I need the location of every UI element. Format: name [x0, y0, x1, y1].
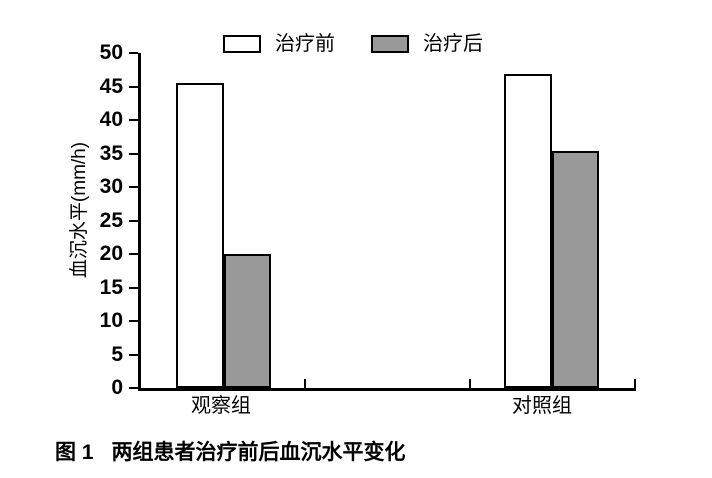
- y-axis-tick: [129, 387, 138, 389]
- y-axis-tick: [129, 320, 138, 322]
- legend-swatch: [371, 35, 409, 53]
- y-axis-tick-label: 20: [99, 242, 123, 265]
- figure-caption: 图 1 两组患者治疗前后血沉水平变化: [55, 439, 406, 467]
- x-axis-tick: [304, 379, 306, 388]
- y-axis-tick: [129, 186, 138, 188]
- legend-item: 治疗后: [371, 33, 483, 55]
- y-axis-tick-label: 0: [111, 376, 123, 399]
- caption-label: 图 1: [55, 441, 94, 464]
- legend: 治疗前 治疗后: [223, 33, 483, 55]
- y-axis-tick: [129, 85, 138, 88]
- legend-swatch: [223, 35, 261, 53]
- x-axis-tick: [469, 379, 471, 388]
- y-axis-tick: [129, 286, 138, 289]
- x-category-label: 观察组: [191, 395, 251, 417]
- y-axis-tick: [129, 219, 138, 222]
- y-axis-tick-label: 25: [99, 208, 123, 232]
- legend-label: 治疗后: [423, 33, 483, 55]
- y-axis-tick-label: 40: [99, 108, 123, 131]
- y-axis-tick: [129, 152, 138, 155]
- x-category-label: 对照组: [512, 395, 572, 417]
- y-axis-tick: [129, 253, 138, 255]
- y-axis-tick-label: 50: [99, 41, 123, 64]
- y-axis-tick-label: 15: [99, 275, 123, 299]
- legend-item: 治疗前: [223, 33, 335, 55]
- bar-before-treatment: [504, 74, 552, 388]
- plot-area: 0 5 10 15 20 25 30 35 40 45 50 观察组 对照组: [100, 41, 636, 417]
- y-axis-tick-label: 30: [99, 175, 123, 198]
- y-axis-tick-label: 35: [99, 141, 123, 165]
- bar-after-treatment: [552, 151, 599, 388]
- y-axis-tick-label: 5: [111, 342, 123, 366]
- y-axis-tick-label: 45: [99, 74, 123, 98]
- bar-after-treatment: [224, 254, 271, 388]
- caption-text: 两组患者治疗前后血沉水平变化: [111, 441, 406, 464]
- bar-before-treatment: [176, 83, 224, 388]
- x-axis-tick: [634, 379, 636, 388]
- y-axis-tick: [129, 119, 138, 121]
- y-axis-tick: [129, 353, 138, 356]
- y-axis-tick-label: 10: [99, 309, 123, 332]
- legend-label: 治疗前: [275, 33, 335, 55]
- y-axis-tick: [129, 52, 138, 54]
